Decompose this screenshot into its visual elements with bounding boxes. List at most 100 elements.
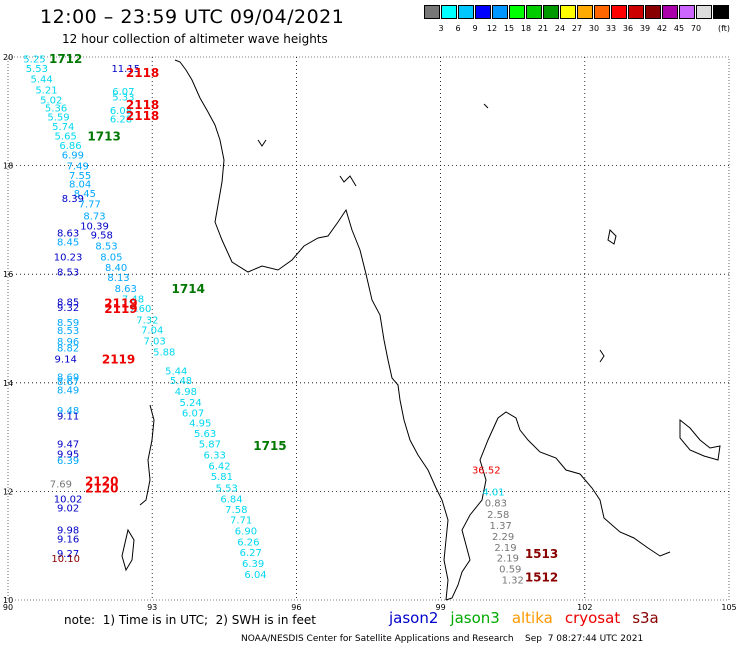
wave-height-value: 7.69 — [50, 479, 72, 490]
page-title: 12:00 – 23:59 UTC 09/04/2021 — [40, 6, 345, 28]
latitude-tick-label: 10 — [3, 596, 13, 605]
wave-height-value: 7.55 — [69, 171, 91, 182]
wave-height-value: 6.99 — [62, 151, 84, 162]
coastline — [121, 59, 721, 601]
wave-height-value: 2.19 — [494, 543, 516, 554]
color-scale-swatch — [441, 5, 457, 19]
wave-height-value: 9.14 — [55, 354, 77, 365]
footer-note: note: 1) Time is in UTC; 2) SWH is in fe… — [64, 613, 316, 627]
wave-height-value: 6.39 — [242, 559, 264, 570]
wave-height-value: 8.82 — [57, 344, 79, 355]
color-scale-swatch — [543, 5, 559, 19]
color-scale-swatch — [526, 5, 542, 19]
wave-height-value: 8.53 — [57, 267, 79, 278]
wave-height-value: 4.01 — [482, 487, 504, 498]
wave-height-value: 8.45 — [57, 238, 79, 249]
longitude-tick-label: 96 — [291, 603, 301, 612]
pass-time-label: 1713 — [87, 130, 120, 144]
wave-height-value: 5.74 — [52, 122, 74, 133]
latitude-tick-label: 14 — [3, 379, 13, 388]
wave-height-value: 1.32 — [502, 575, 524, 586]
wave-height-value: 6.07 — [182, 409, 204, 420]
wave-height-value: 6.07 — [112, 87, 134, 98]
pass-time-label: 2119 — [104, 302, 137, 316]
wave-height-value: 6.27 — [240, 548, 262, 559]
wave-height-value: 8.73 — [83, 212, 105, 223]
map-tick-labels: 90 93 96 99 102 105 20 18 16 14 12 10 — [3, 53, 737, 612]
wave-height-value: 0.83 — [485, 498, 507, 509]
wave-height-value: 8.96 — [57, 337, 79, 348]
wave-height-value: 8.67 — [57, 377, 79, 388]
wave-height-value: 8.53 — [57, 326, 79, 337]
wave-height-value: 5.02 — [40, 95, 62, 106]
color-scale-label: 36 — [622, 24, 634, 33]
wave-height-value: 36.52 — [472, 466, 501, 477]
wave-height-value: 6.26 — [237, 537, 259, 548]
color-scale-swatch — [577, 5, 593, 19]
wave-height-value: 8.39 — [62, 194, 84, 205]
wave-height-value: 6.90 — [235, 526, 257, 537]
wave-height-value: 7.03 — [143, 336, 165, 347]
legend-item-altika: altika — [511, 609, 553, 627]
longitude-tick-label: 99 — [436, 603, 446, 612]
wave-height-value: 5.63 — [194, 429, 216, 440]
pass-time-label: 1512 — [525, 571, 558, 585]
wave-height-value: 9.95 — [57, 449, 79, 460]
wave-height-value: 6.86 — [59, 141, 81, 152]
wave-height-value: 7.49 — [67, 162, 89, 173]
pass-time-label: 1513 — [525, 547, 558, 561]
color-scale-label: 24 — [554, 24, 566, 33]
wave-height-value: 4.95 — [189, 418, 211, 429]
wave-height-value: 7.77 — [79, 200, 101, 211]
wave-height-value: 11.15 — [111, 64, 140, 75]
wave-height-value: 5.53 — [26, 64, 48, 75]
wave-height-value: 4.98 — [175, 387, 197, 398]
pass-time-label: 2119 — [102, 352, 135, 366]
wave-height-value: 9.48 — [57, 406, 79, 417]
wave-height-value: 8.59 — [57, 318, 79, 329]
wave-height-value: 10.23 — [54, 252, 83, 263]
wave-height-value: 8.49 — [57, 385, 79, 396]
map-grid — [7, 56, 730, 601]
color-scale-label: 30 — [588, 24, 600, 33]
wave-height-value: 10.39 — [80, 221, 109, 232]
wave-height-value: 6.28 — [110, 114, 132, 125]
wave-height-value: 9.58 — [91, 231, 113, 242]
wave-height-value: 9.02 — [57, 504, 79, 515]
wave-height-value: 8.45 — [74, 189, 96, 200]
wave-height-value: 5.24 — [180, 398, 202, 409]
wave-height-value: 8.40 — [105, 263, 127, 274]
latitude-tick-label: 18 — [3, 162, 13, 171]
color-scale-swatch — [713, 5, 729, 19]
pass-time-label: 2118 — [126, 98, 159, 112]
page-subtitle: 12 hour collection of altimeter wave hei… — [62, 32, 328, 46]
color-scale-swatch — [594, 5, 610, 19]
wave-height-value: 2.29 — [492, 532, 514, 543]
wave-height-value: 7.58 — [225, 505, 247, 516]
wave-height-value: 2.19 — [497, 554, 519, 565]
color-scale-swatch — [475, 5, 491, 19]
longitude-tick-label: 105 — [721, 603, 736, 612]
wave-height-value: 8.04 — [69, 180, 91, 191]
wave-height-value: 6.84 — [220, 494, 242, 505]
latitude-tick-label: 20 — [3, 53, 13, 62]
latitude-tick-label: 16 — [3, 270, 13, 279]
wave-height-value: 6.39 — [57, 456, 79, 467]
color-scale-unit: (ft) — [718, 24, 731, 33]
wave-height-value: 8.13 — [107, 273, 129, 284]
wave-height-value: 5.81 — [211, 472, 233, 483]
color-scale-label: 15 — [503, 24, 515, 33]
wave-height-value: 5.59 — [47, 113, 69, 124]
wave-height-value: 10.02 — [54, 494, 83, 505]
wave-height-value: 8.05 — [100, 252, 122, 263]
wave-height-value: 5.88 — [153, 347, 175, 358]
color-scale-label: 45 — [673, 24, 685, 33]
satellite-legend: jason2 jason3 altika cryosat s3a — [389, 609, 671, 627]
color-scale-label: 6 — [455, 24, 461, 33]
pass-labels: 1712211821182118171317142119211921191715… — [49, 52, 558, 585]
wave-height-value: 7.32 — [136, 315, 158, 326]
wave-height-value: 5.87 — [199, 440, 221, 451]
wave-height-value: 8.63 — [115, 284, 137, 295]
measurement-labels: 5.255.535.445.215.025.365.595.745.656.86… — [23, 55, 524, 587]
